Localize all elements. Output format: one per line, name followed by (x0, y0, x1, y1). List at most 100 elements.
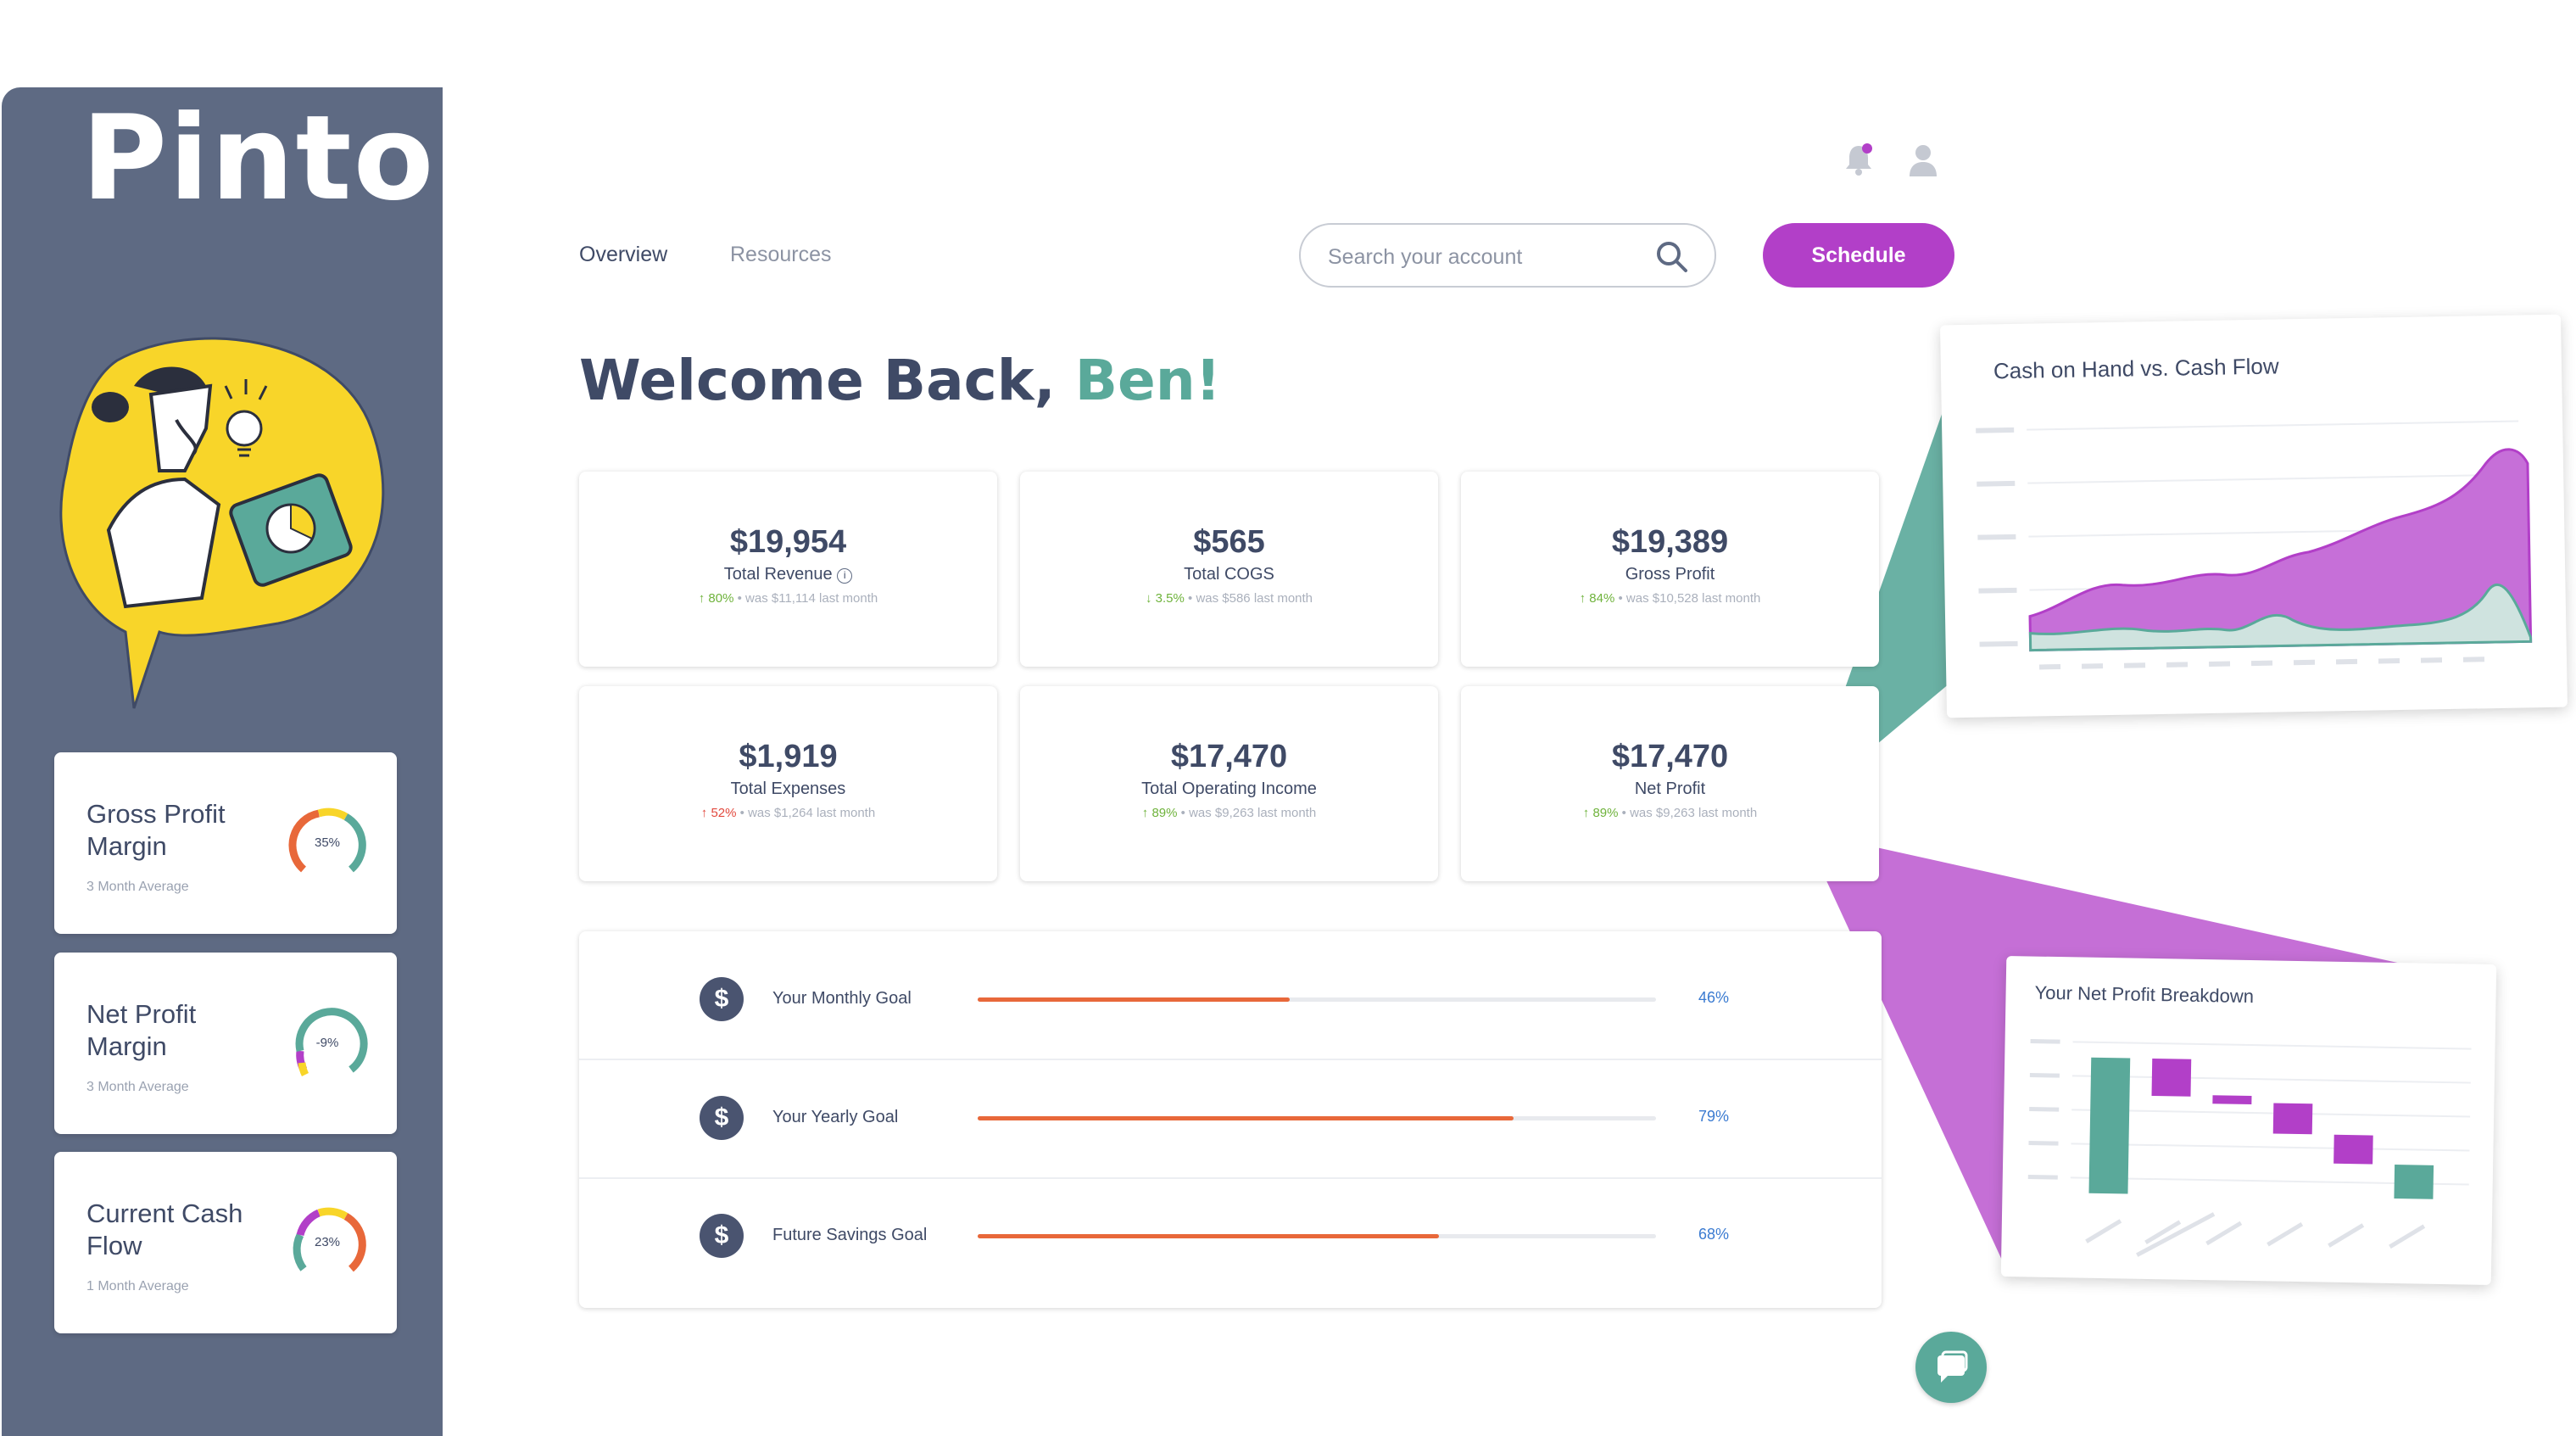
stat-change-value: 89% (1151, 806, 1178, 820)
chart-title: Your Net Profit Breakdown (2034, 981, 2255, 1008)
divider (579, 1177, 1882, 1179)
bell-icon[interactable] (1843, 142, 1874, 176)
stat-change: ↑ 84% • was $10,528 last month (1579, 591, 1761, 606)
arrow-up-icon: ↑ (1582, 806, 1590, 820)
mascot-illustration (59, 337, 385, 709)
goal-progress-fill (978, 1234, 1439, 1238)
divider (579, 1059, 1882, 1060)
goal-row-yearly[interactable]: $ Your Yearly Goal 79% (579, 1050, 1882, 1169)
goal-label: Your Yearly Goal (772, 1108, 899, 1126)
stat-value: $17,470 (1611, 739, 1729, 774)
kpi-subtitle: 3 Month Average (86, 880, 189, 894)
stat-was: was $9,263 last month (1189, 806, 1317, 820)
cash-chart-panel[interactable]: Cash on Hand vs. Cash Flow (1940, 314, 2568, 718)
gross-profit-margin-card[interactable]: Gross Profit Margin 3 Month Average 35% (54, 752, 397, 934)
goal-row-savings[interactable]: $ Future Savings Goal 68% (579, 1168, 1882, 1287)
tab-resources[interactable]: Resources (730, 243, 832, 266)
arrow-up-icon: ↑ (698, 591, 705, 606)
gauge-value: -9% (315, 1036, 339, 1050)
stat-card-gross-profit[interactable]: $19,389 Gross Profit ↑ 84% • was $10,528… (1461, 472, 1879, 667)
stat-card-total-revenue[interactable]: $19,954 Total Revenue i ↑ 80% • was $11,… (579, 472, 997, 667)
goal-percent: 79% (1698, 1108, 1730, 1125)
net-profit-margin-card[interactable]: Net Profit Margin 3 Month Average -9% (54, 953, 397, 1134)
stat-value: $565 (1193, 524, 1265, 560)
goal-label: Future Savings Goal (772, 1226, 928, 1244)
goal-percent: 68% (1698, 1226, 1730, 1243)
stat-label: Total Operating Income (1141, 779, 1317, 798)
dollar-icon: $ (700, 1214, 744, 1258)
goal-percent: 46% (1698, 989, 1730, 1006)
goal-row-monthly[interactable]: $ Your Monthly Goal 46% (579, 931, 1882, 1050)
goal-label: Your Monthly Goal (772, 989, 912, 1008)
dollar-icon: $ (700, 1096, 744, 1140)
dollar-icon: $ (700, 977, 744, 1021)
welcome-prefix: Welcome Back, (579, 348, 1075, 413)
stat-label: Gross Profit (1625, 565, 1715, 584)
stat-change-value: 89% (1592, 806, 1619, 820)
gauge: 35% (285, 802, 370, 886)
waterfall-chart (2027, 1038, 2472, 1257)
gauge: -9% (285, 1002, 370, 1087)
stat-value: $17,470 (1170, 739, 1288, 774)
area-chart (1976, 420, 2533, 670)
stat-label: Total Revenue i (579, 565, 997, 584)
goals-panel: $ Your Monthly Goal 46% $ Your Yearly Go… (579, 931, 1882, 1308)
kpi-title: Net Profit Margin (86, 999, 197, 1061)
stat-change: ↑ 80% • was $11,114 last month (698, 591, 878, 606)
gauge-value: 35% (314, 835, 341, 850)
stat-card-total-cogs[interactable]: $565 Total COGS ↓ 3.5% • was $586 last m… (1020, 472, 1438, 667)
kpi-subtitle: 1 Month Average (86, 1279, 189, 1294)
kpi-title: Gross Profit Margin (86, 799, 226, 861)
kpi-subtitle: 3 Month Average (86, 1080, 189, 1094)
stat-change: ↑ 52% • was $1,264 last month (700, 806, 876, 820)
stat-label: Total Expenses (730, 779, 846, 798)
arrow-up-icon: ↑ (1141, 806, 1149, 820)
arrow-up-icon: ↑ (1579, 591, 1586, 606)
chat-icon (1938, 1350, 1968, 1383)
chart-title: Cash on Hand vs. Cash Flow (1993, 353, 2279, 384)
stat-change-value: 84% (1589, 591, 1615, 606)
stat-label: Net Profit (1634, 779, 1706, 798)
stat-was: was $586 last month (1196, 591, 1313, 606)
stat-change-value: 52% (711, 806, 737, 820)
schedule-button[interactable]: Schedule (1763, 223, 1954, 288)
app-logo[interactable]: Pinto (81, 90, 436, 226)
arrow-up-icon: ↑ (700, 806, 708, 820)
stat-value: $19,954 (729, 524, 847, 560)
tab-overview[interactable]: Overview (579, 243, 668, 266)
kpi-title: Current Cash Flow (86, 1199, 243, 1260)
user-name: Ben! (1074, 348, 1221, 413)
stat-value: $19,389 (1611, 524, 1729, 560)
info-icon[interactable]: i (837, 568, 853, 584)
stat-card-total-operating-income[interactable]: $17,470 Total Operating Income ↑ 89% • w… (1020, 686, 1438, 881)
goal-progress-track (978, 997, 1656, 1002)
stat-was: was $9,263 last month (1630, 806, 1758, 820)
goal-progress-fill (978, 1116, 1514, 1120)
stat-label: Total COGS (1184, 565, 1274, 584)
goal-progress-track (978, 1116, 1656, 1120)
gauge: 23% (285, 1201, 370, 1286)
net-profit-panel[interactable]: Your Net Profit Breakdown (2000, 955, 2497, 1286)
stat-change-value: 80% (708, 591, 734, 606)
stat-change-value: 3.5% (1155, 591, 1185, 606)
search-icon[interactable] (1655, 240, 1689, 274)
stat-change: ↑ 89% • was $9,263 last month (1582, 806, 1758, 820)
user-icon[interactable] (1908, 142, 1938, 176)
current-cash-flow-card[interactable]: Current Cash Flow 1 Month Average 23% (54, 1152, 397, 1333)
stat-was: was $11,114 last month (745, 591, 878, 606)
stat-value: $1,919 (739, 739, 838, 774)
arrow-down-icon: ↓ (1145, 591, 1152, 606)
stat-was: was $10,528 last month (1625, 591, 1761, 606)
goal-progress-fill (978, 997, 1290, 1002)
chat-button[interactable] (1915, 1332, 1987, 1403)
stat-card-net-profit[interactable]: $17,470 Net Profit ↑ 89% • was $9,263 la… (1461, 686, 1879, 881)
stat-change: ↑ 89% • was $9,263 last month (1141, 806, 1317, 820)
stat-change: ↓ 3.5% • was $586 last month (1145, 591, 1313, 606)
goal-progress-track (978, 1234, 1656, 1238)
gauge-value: 23% (314, 1235, 341, 1249)
stat-label-text: Total Revenue (723, 565, 833, 584)
stat-was: was $1,264 last month (748, 806, 876, 820)
stat-card-total-expenses[interactable]: $1,919 Total Expenses ↑ 52% • was $1,264… (579, 686, 997, 881)
search-placeholder: Search your account (1328, 245, 1523, 269)
search-input[interactable]: Search your account (1299, 223, 1716, 288)
